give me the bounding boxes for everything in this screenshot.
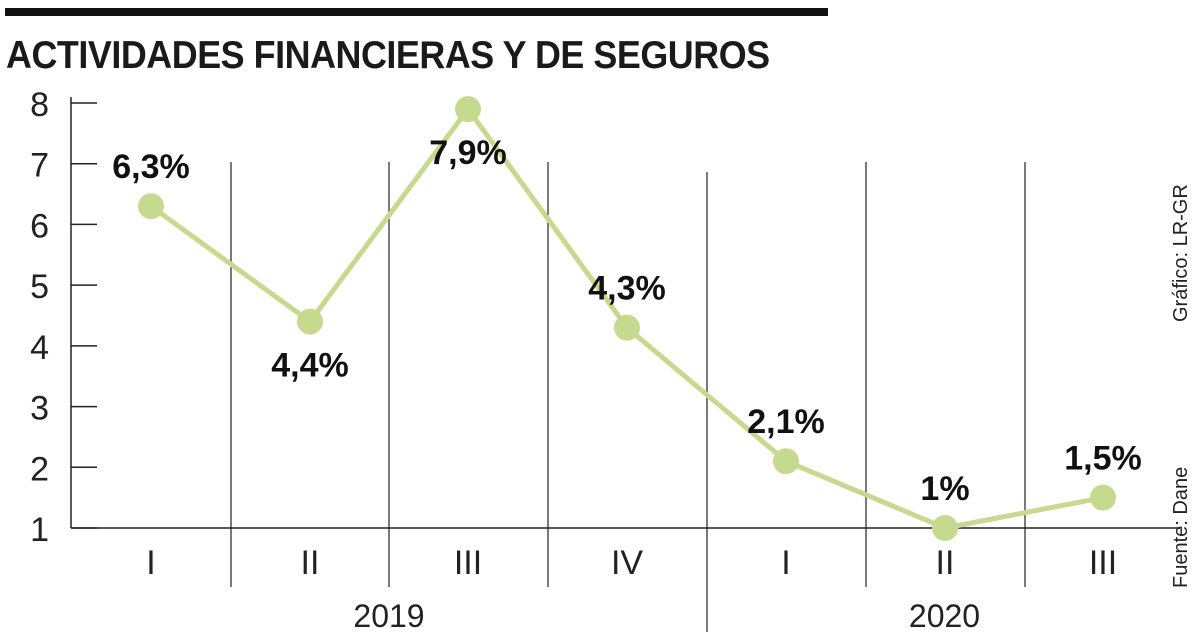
data-point	[297, 308, 323, 335]
title-rule	[5, 8, 828, 16]
y-tick-label: 5	[30, 268, 49, 306]
data-point	[1090, 484, 1116, 511]
data-label: 2,1%	[747, 403, 825, 441]
data-point	[614, 314, 640, 341]
y-tick-label: 2	[30, 450, 49, 488]
year-label: 2019	[353, 598, 424, 633]
y-tick-label: 4	[30, 329, 49, 367]
data-label: 4,3%	[588, 270, 666, 308]
x-tick-label: II	[301, 544, 320, 582]
x-tick-label: III	[454, 544, 482, 582]
data-label: 1,5%	[1064, 440, 1142, 478]
x-tick-label: I	[146, 544, 155, 582]
data-point	[773, 448, 799, 475]
y-tick-label: 8	[30, 86, 49, 124]
data-point	[932, 515, 958, 541]
data-label: 7,9%	[429, 134, 507, 172]
y-tick-label: 6	[30, 207, 49, 245]
x-tick-label: II	[936, 544, 955, 582]
y-tick-label: 1	[30, 511, 49, 549]
year-label: 2020	[909, 598, 980, 633]
y-tick-label: 7	[30, 147, 49, 185]
data-point	[138, 193, 164, 220]
data-label: 6,3%	[112, 148, 190, 186]
graphic-credit: Gráfico: LR-GR	[1170, 184, 1192, 322]
x-tick-label: I	[781, 544, 790, 582]
x-tick-label: III	[1089, 544, 1117, 582]
data-label: 4,4%	[271, 347, 349, 385]
source-credit: Fuente: Dane	[1170, 466, 1192, 588]
y-tick-label: 3	[30, 390, 49, 428]
chart-title: ACTIVIDADES FINANCIERAS Y DE SEGUROS	[6, 34, 770, 77]
data-label: 1%	[920, 470, 969, 508]
data-point	[455, 96, 481, 123]
x-tick-label: IV	[611, 544, 643, 582]
